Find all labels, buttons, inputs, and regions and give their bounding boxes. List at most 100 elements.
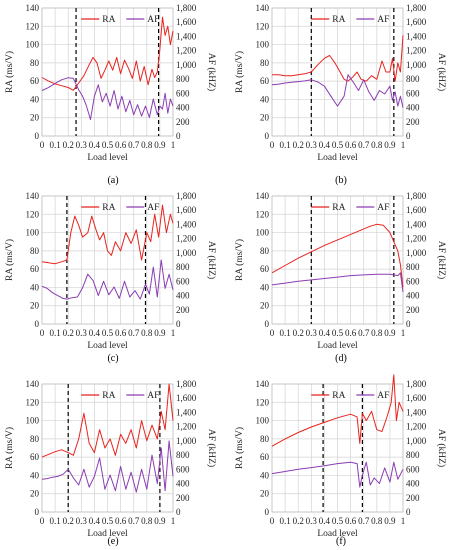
legend-label-af: AF bbox=[147, 203, 159, 213]
y2-tick-label: 200 bbox=[406, 305, 420, 315]
y2-tick-label: 1,000 bbox=[176, 436, 197, 446]
x-tick-label: 0.7 bbox=[358, 328, 370, 338]
y2-tick-label: 1,400 bbox=[406, 31, 427, 41]
x-tick-label: 0 bbox=[270, 140, 275, 150]
x-tick-label: 0.5 bbox=[332, 328, 344, 338]
y-axis-label: RA (ms/V) bbox=[234, 51, 245, 93]
x-tick-label: 0.6 bbox=[115, 328, 127, 338]
y2-tick-label: 1,400 bbox=[406, 407, 427, 417]
x-tick-label: 0.5 bbox=[102, 140, 114, 150]
y-tick-label: 40 bbox=[260, 470, 270, 480]
y2-tick-label: 600 bbox=[406, 276, 420, 286]
legend-label-ra: RA bbox=[102, 15, 115, 25]
y-tick-label: 20 bbox=[260, 113, 270, 123]
x-tick-label: 0 bbox=[270, 328, 275, 338]
y2-tick-label: 800 bbox=[176, 450, 190, 460]
y-tick-label: 120 bbox=[256, 21, 270, 31]
y-tick-label: 40 bbox=[30, 94, 40, 104]
legend-label-ra: RA bbox=[102, 203, 115, 213]
y-tick-label: 20 bbox=[30, 301, 40, 311]
panel-caption: (d) bbox=[335, 353, 347, 364]
x-tick-label: 0.8 bbox=[371, 140, 383, 150]
x-tick-label: 0.3 bbox=[76, 328, 88, 338]
y2-tick-label: 800 bbox=[176, 262, 190, 272]
y-tick-label: 0 bbox=[35, 507, 40, 517]
y2-tick-label: 1,000 bbox=[406, 60, 427, 70]
y2-tick-label: 400 bbox=[406, 103, 420, 113]
x-tick-label: 0.7 bbox=[358, 140, 370, 150]
y-tick-label: 20 bbox=[260, 301, 270, 311]
x-tick-label: 0.2 bbox=[293, 140, 304, 150]
y2-tick-label: 0 bbox=[406, 507, 411, 517]
legend-label-ra: RA bbox=[332, 15, 345, 25]
y-tick-label: 100 bbox=[256, 228, 270, 238]
y-tick-label: 120 bbox=[26, 21, 40, 31]
y-tick-label: 20 bbox=[30, 113, 40, 123]
x-tick-label: 0.4 bbox=[319, 328, 331, 338]
x-axis-label: Load level bbox=[87, 529, 128, 539]
y2-tick-label: 1,000 bbox=[406, 436, 427, 446]
chart-panel-f: 0 20 40 60 80 100 120 140 0 200 400 600 800 1,000 1,20… bbox=[234, 374, 447, 547]
y2-tick-label: 600 bbox=[406, 464, 420, 474]
x-tick-label: 0.6 bbox=[115, 140, 127, 150]
series-line-af bbox=[271, 74, 404, 108]
y-tick-label: 60 bbox=[260, 452, 270, 462]
y-tick-label: 80 bbox=[30, 434, 40, 444]
y2-tick-label: 1,800 bbox=[176, 3, 197, 13]
x-tick-label: 0.1 bbox=[49, 328, 60, 338]
y2-axis-label: AF (kHZ) bbox=[206, 241, 217, 279]
x-tick-label: 1 bbox=[401, 328, 406, 338]
y2-tick-label: 200 bbox=[176, 493, 190, 503]
y2-tick-label: 1,000 bbox=[406, 248, 427, 258]
x-tick-label: 0.5 bbox=[102, 328, 114, 338]
y-tick-label: 60 bbox=[260, 264, 270, 274]
series-line-af bbox=[41, 259, 174, 300]
x-tick-label: 0.5 bbox=[102, 516, 114, 526]
y-tick-label: 120 bbox=[26, 209, 40, 219]
y2-tick-label: 1,800 bbox=[406, 191, 427, 201]
x-tick-label: 0.7 bbox=[128, 516, 140, 526]
x-tick-label: 0.4 bbox=[89, 140, 101, 150]
series-line-af bbox=[41, 440, 174, 493]
y-axis-label: RA (ms/V) bbox=[4, 427, 15, 469]
y2-tick-label: 800 bbox=[406, 450, 420, 460]
plot-area bbox=[41, 195, 174, 325]
panel-caption: (f) bbox=[336, 536, 346, 547]
x-tick-label: 0.8 bbox=[371, 516, 383, 526]
y-tick-label: 0 bbox=[265, 319, 270, 329]
y2-tick-label: 1,600 bbox=[176, 17, 197, 27]
y-tick-label: 40 bbox=[30, 470, 40, 480]
legend-label-af: AF bbox=[147, 15, 159, 25]
y2-axis-label: AF (kHZ) bbox=[436, 53, 447, 91]
y2-tick-label: 400 bbox=[406, 291, 420, 301]
chart-panel-e: 0 20 40 60 80 100 120 140 0 200 400 600 800 1,000 1,20… bbox=[4, 379, 217, 547]
y2-tick-label: 0 bbox=[406, 319, 411, 329]
series-line-af bbox=[41, 77, 174, 121]
x-tick-label: 0.1 bbox=[279, 328, 290, 338]
series-line-ra bbox=[271, 374, 404, 447]
x-tick-label: 1 bbox=[171, 328, 176, 338]
y2-tick-label: 0 bbox=[176, 319, 181, 329]
plot-area bbox=[271, 195, 404, 325]
x-tick-label: 0.1 bbox=[279, 140, 290, 150]
panel-caption: (b) bbox=[335, 175, 347, 186]
x-tick-label: 0.2 bbox=[63, 328, 74, 338]
x-tick-label: 0.3 bbox=[76, 140, 88, 150]
y2-tick-label: 1,400 bbox=[176, 219, 197, 229]
y-tick-label: 120 bbox=[256, 209, 270, 219]
x-tick-label: 0.5 bbox=[332, 140, 344, 150]
x-tick-label: 0.3 bbox=[306, 140, 318, 150]
y2-tick-label: 400 bbox=[176, 291, 190, 301]
x-tick-label: 0 bbox=[270, 516, 275, 526]
y2-tick-label: 600 bbox=[176, 464, 190, 474]
y-tick-label: 0 bbox=[35, 319, 40, 329]
y-tick-label: 60 bbox=[30, 264, 40, 274]
y2-tick-label: 1,400 bbox=[406, 219, 427, 229]
y2-tick-label: 600 bbox=[176, 276, 190, 286]
y2-tick-label: 1,200 bbox=[176, 234, 197, 244]
y2-tick-label: 0 bbox=[176, 131, 181, 141]
plot-area bbox=[41, 383, 174, 513]
y2-axis-label: AF (kHZ) bbox=[206, 429, 217, 467]
x-tick-label: 0.9 bbox=[154, 328, 166, 338]
